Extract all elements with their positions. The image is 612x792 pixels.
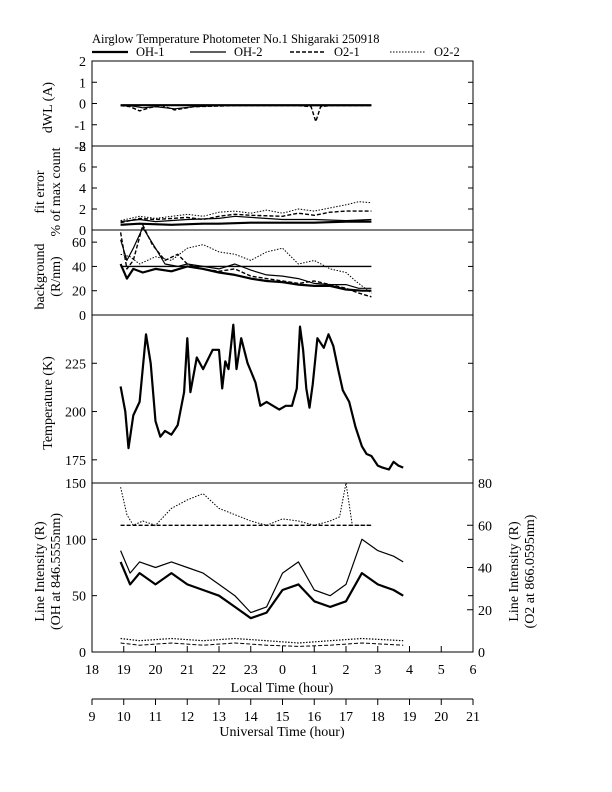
local-x-tick-label: 0 (279, 663, 286, 678)
y-axis-label: Temperature (K) (41, 356, 56, 450)
series-line-oh-1-low (120, 637, 404, 644)
panel-frame (91, 60, 474, 147)
panel-3: 0 20 40 60 background(R/nm) (33, 224, 474, 324)
panel-5: 0 50 100 150 0 20 40 60 80 Line Intensity (R)(OH … (33, 477, 538, 661)
series-line-oh-1 (119, 263, 372, 292)
local-x-tick-label: 23 (244, 663, 258, 678)
universal-x-tick-label: 12 (180, 710, 194, 725)
series-line-oh-2 (120, 215, 372, 223)
y-axis-label: fit error% of max count (33, 147, 64, 236)
local-x-tick-label: 2 (343, 663, 350, 678)
y-tick-label: 60 (72, 236, 86, 251)
y-tick-label: 0 (79, 224, 86, 239)
y-tick-label: 225 (65, 357, 86, 372)
y-tick-label: 4 (79, 182, 86, 197)
y-right-tick-label: 80 (478, 477, 492, 492)
legend-label: OH-1 (136, 45, 164, 59)
series-line-o2-2 (120, 244, 372, 294)
figure-title: Airglow Temperature Photometer No.1 Shig… (92, 32, 380, 46)
universal-x-tick-label: 9 (89, 710, 96, 725)
series-line-o2-1 (120, 210, 372, 224)
legend-item-o2-1: O2-1 (290, 45, 360, 59)
y-tick-label: 50 (72, 590, 86, 605)
universal-time-label: Universal Time (hour) (219, 725, 345, 740)
y-axis-label-right: Line Intensity (R)(O2 at 866.0595nm) (507, 514, 538, 628)
y-tick-label: 2 (79, 203, 86, 218)
y-tick-label: -1 (74, 119, 86, 134)
panel-frame (91, 145, 474, 231)
series-line-o2-2 (120, 482, 372, 526)
series-line-oh-2 (120, 227, 372, 289)
universal-x-tick-label: 11 (149, 710, 162, 725)
time-axes: Local Time (hour) Universal Time (hour) … (85, 646, 480, 740)
local-x-tick-label: 18 (85, 663, 99, 678)
local-x-tick-label: 20 (149, 663, 163, 678)
y-tick-label: 2 (79, 55, 86, 70)
legend: OH-1 OH-2 O2-1 O2-2 (92, 45, 460, 59)
series-line-oh-1 (119, 323, 404, 471)
local-x-tick-label: 3 (374, 663, 381, 678)
panel-4: 175 200 225 Temperature (K) (41, 314, 474, 484)
series-line-oh-2 (120, 105, 372, 110)
y-tick-label: 20 (72, 285, 86, 300)
legend-label: OH-2 (234, 45, 262, 59)
y-right-tick-label: 20 (478, 604, 492, 619)
series-line-oh-2-low (120, 642, 404, 647)
y-axis-label: background(R/nm) (33, 243, 64, 309)
y-tick-label: 40 (72, 260, 86, 275)
y-tick-label: 0 (79, 309, 86, 324)
panel-frame (91, 314, 474, 484)
series-line-oh-2 (120, 538, 404, 614)
series-line-o2-1 (119, 224, 372, 298)
universal-x-tick-label: 15 (276, 710, 290, 725)
y-axis-label: Line Intensity (R)(OH at 846.5555nm) (33, 513, 64, 630)
universal-x-tick-label: 16 (307, 710, 321, 725)
y-tick-label: 8 (79, 140, 86, 155)
universal-x-tick-label: 18 (371, 710, 385, 725)
y-tick-label: -2 (74, 140, 86, 155)
universal-x-tick-label: 10 (117, 710, 131, 725)
y-tick-label: 6 (79, 161, 86, 176)
local-x-tick-label: 21 (180, 663, 194, 678)
y-tick-label: 200 (65, 406, 86, 421)
y-right-tick-label: 0 (478, 646, 485, 661)
y-right-tick-label: 60 (478, 519, 492, 534)
panel-2: 0 2 4 6 8 fit error% of max count (33, 140, 474, 239)
panel-1: -2 -1 0 1 2 dWL (A) (41, 55, 474, 155)
panel-frame (91, 229, 474, 316)
local-x-tick-label: 22 (212, 663, 226, 678)
y-right-tick-label: 40 (478, 562, 492, 577)
panel-frame (91, 482, 474, 653)
y-tick-label: 175 (65, 454, 86, 469)
legend-label: O2-1 (334, 45, 360, 59)
universal-x-tick-label: 17 (339, 710, 353, 725)
series-line-o2-1 (120, 104, 372, 123)
universal-x-tick-label: 13 (212, 710, 226, 725)
y-tick-label: 0 (79, 646, 86, 661)
legend-item-oh-1: OH-1 (92, 45, 164, 59)
legend-label: O2-2 (434, 45, 460, 59)
legend-item-o2-2: O2-2 (390, 45, 460, 59)
universal-x-tick-label: 14 (244, 710, 258, 725)
universal-x-tick-label: 20 (434, 710, 448, 725)
y-tick-label: 1 (79, 76, 86, 91)
universal-x-tick-label: 21 (466, 710, 480, 725)
chart-panels: -2 -1 0 1 2 dWL (A) 0 2 4 6 8 fit error% of max cou… (33, 55, 538, 661)
y-tick-label: 150 (65, 477, 86, 492)
series-line-oh-1 (120, 220, 372, 226)
universal-x-tick-label: 19 (403, 710, 417, 725)
local-x-tick-label: 19 (117, 663, 131, 678)
local-x-tick-label: 6 (470, 663, 477, 678)
y-tick-label: 0 (79, 98, 86, 113)
local-time-label: Local Time (hour) (231, 681, 334, 696)
local-x-tick-label: 4 (406, 663, 413, 678)
legend-item-oh-2: OH-2 (190, 45, 262, 59)
y-tick-label: 100 (65, 533, 86, 548)
series-line-oh-1 (119, 561, 404, 620)
series-line-o2-2 (120, 201, 372, 222)
y-axis-label: dWL (A) (41, 82, 56, 134)
local-x-tick-label: 5 (438, 663, 445, 678)
local-x-tick-label: 1 (311, 663, 318, 678)
